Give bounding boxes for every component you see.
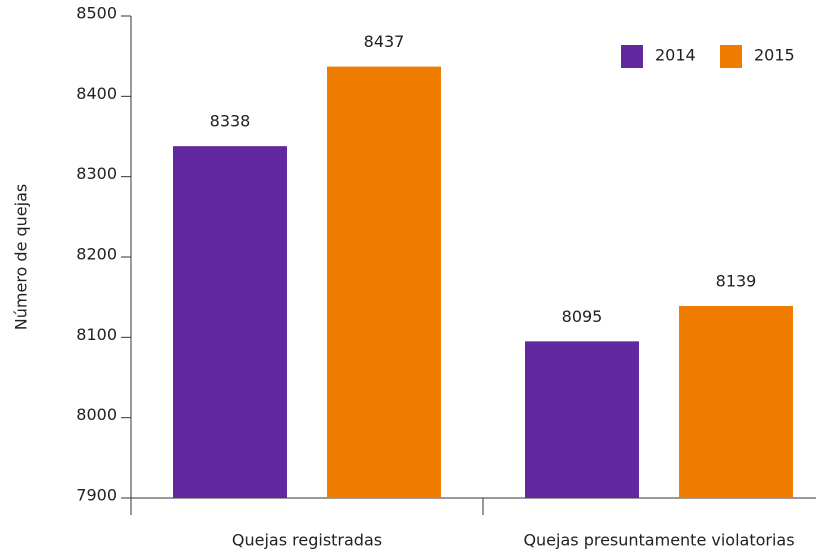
value-label: 8095 bbox=[562, 307, 603, 326]
bar bbox=[173, 146, 287, 498]
y-tick-label: 8300 bbox=[76, 164, 117, 183]
bar bbox=[679, 306, 793, 498]
y-tick-label: 8500 bbox=[76, 4, 117, 23]
y-tick-label: 8100 bbox=[76, 325, 117, 344]
legend-swatch bbox=[720, 45, 742, 68]
value-label: 8338 bbox=[210, 112, 251, 131]
value-label: 8139 bbox=[716, 272, 757, 291]
bar bbox=[525, 341, 639, 498]
x-tick-label: Quejas presuntamente violatorias bbox=[523, 531, 794, 550]
value-label: 8437 bbox=[364, 32, 405, 51]
y-tick-label: 8000 bbox=[76, 405, 117, 424]
bar bbox=[327, 66, 441, 499]
legend-swatch bbox=[621, 45, 643, 68]
y-tick-label: 7900 bbox=[76, 486, 117, 505]
y-tick-label: 8400 bbox=[76, 84, 117, 103]
y-axis-label: Número de quejas bbox=[12, 184, 31, 330]
legend-label: 2015 bbox=[754, 46, 795, 65]
y-tick-label: 8200 bbox=[76, 245, 117, 264]
legend-label: 2014 bbox=[655, 46, 696, 65]
x-tick-label: Quejas registradas bbox=[232, 531, 382, 550]
